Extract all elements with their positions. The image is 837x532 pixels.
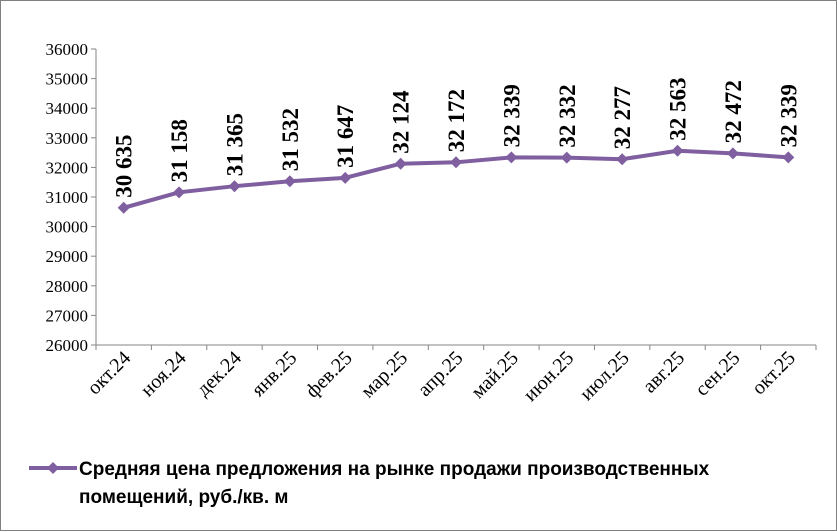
data-point bbox=[283, 175, 296, 188]
x-tick-labels: окт.24 ноя.24 дек.24 янв.25 фев.25 мар.25 апр.… bbox=[83, 347, 800, 406]
x-tick-label: янв.25 bbox=[247, 347, 301, 401]
y-tick-label: 27000 bbox=[46, 306, 89, 325]
data-label: 32 563 bbox=[666, 77, 691, 140]
data-label: 32 124 bbox=[389, 90, 414, 154]
data-label-background bbox=[719, 59, 746, 144]
data-labels: 30 635 31 158 31 365 31 532 31 647 32 124 32 1… bbox=[110, 56, 802, 198]
data-label-background bbox=[664, 56, 691, 141]
data-label-group: 32 332 bbox=[553, 63, 580, 148]
data-point bbox=[560, 151, 573, 164]
data-label: 32 339 bbox=[776, 84, 801, 147]
legend-label-line-2: помещений, руб./кв. м bbox=[79, 487, 288, 508]
data-point bbox=[782, 151, 795, 164]
data-label-group: 32 277 bbox=[609, 65, 636, 150]
data-label-group: 31 365 bbox=[221, 92, 248, 177]
x-tick-label: окт.24 bbox=[83, 347, 135, 399]
x-tick-label: май.25 bbox=[467, 347, 523, 403]
x-tick-label: фев.25 bbox=[301, 347, 356, 402]
data-label-background bbox=[443, 68, 469, 153]
data-label-group: 32 172 bbox=[443, 68, 469, 153]
legend: Средняя цена предложения на рынке продаж… bbox=[29, 459, 710, 508]
series-line-group bbox=[117, 144, 795, 214]
axes bbox=[91, 48, 817, 350]
y-tick-label: 33000 bbox=[46, 129, 89, 148]
data-label-group: 31 158 bbox=[166, 98, 193, 183]
y-tick-labels: 26000 27000 28000 29000 30000 31000 32000 33000… bbox=[46, 40, 89, 355]
data-label-group: 31 532 bbox=[276, 87, 303, 172]
data-label-group: 32 339 bbox=[775, 63, 802, 148]
data-point bbox=[616, 153, 629, 166]
data-label-background bbox=[110, 113, 137, 198]
data-label-group: 32 124 bbox=[387, 69, 414, 154]
data-label: 32 172 bbox=[444, 89, 469, 152]
y-tick-label: 35000 bbox=[46, 70, 89, 89]
legend-label-line-1: Средняя цена предложения на рынке продаж… bbox=[79, 459, 710, 480]
data-label-background bbox=[387, 69, 414, 154]
data-label-group: 32 472 bbox=[719, 59, 746, 144]
data-label-background bbox=[609, 65, 636, 150]
x-tick-label: июн.25 bbox=[519, 347, 578, 406]
data-label: 32 339 bbox=[499, 84, 524, 147]
data-label-group: 30 635 bbox=[110, 113, 137, 198]
x-tick-label: окт.25 bbox=[748, 347, 800, 399]
data-point bbox=[671, 144, 684, 157]
data-label-background bbox=[332, 83, 359, 168]
data-label: 31 365 bbox=[222, 113, 247, 176]
data-label: 32 332 bbox=[555, 84, 580, 147]
data-point bbox=[726, 147, 739, 160]
data-label-background bbox=[553, 63, 580, 148]
data-label-group: 32 339 bbox=[498, 63, 525, 148]
data-label-group: 31 647 bbox=[332, 83, 359, 168]
data-label-background bbox=[775, 63, 802, 148]
data-label-background bbox=[276, 87, 303, 172]
data-point bbox=[173, 186, 186, 199]
data-label: 32 277 bbox=[610, 86, 635, 149]
data-point bbox=[505, 151, 518, 164]
y-tick-label: 32000 bbox=[46, 158, 89, 177]
data-label: 31 647 bbox=[333, 105, 358, 168]
data-point bbox=[394, 157, 407, 170]
x-tick-label: авг.25 bbox=[639, 347, 689, 397]
data-point bbox=[117, 201, 130, 214]
y-tick-label: 31000 bbox=[46, 188, 89, 207]
y-tick-label: 30000 bbox=[46, 218, 89, 237]
data-label-background bbox=[166, 98, 193, 183]
data-label: 30 635 bbox=[112, 135, 137, 198]
legend-marker bbox=[47, 462, 59, 474]
data-label: 32 472 bbox=[721, 80, 746, 143]
x-tick-label: мар.25 bbox=[357, 347, 412, 402]
data-label-group: 32 563 bbox=[664, 56, 691, 141]
x-tick-label: июл.25 bbox=[576, 347, 634, 405]
y-tick-label: 29000 bbox=[46, 247, 89, 266]
data-label: 31 158 bbox=[167, 119, 192, 182]
data-point bbox=[228, 180, 241, 193]
y-tick-label: 28000 bbox=[46, 277, 89, 296]
x-tick-label: ноя.24 bbox=[136, 347, 190, 401]
x-tick-label: дек.24 bbox=[192, 347, 246, 401]
data-point bbox=[450, 156, 462, 169]
y-tick-label: 34000 bbox=[46, 99, 89, 118]
data-point bbox=[339, 171, 352, 184]
x-tick-label: сен.25 bbox=[691, 347, 745, 401]
x-tick-label: апр.25 bbox=[414, 347, 468, 401]
data-label: 31 532 bbox=[278, 108, 303, 171]
y-tick-label: 26000 bbox=[46, 336, 89, 355]
data-label-background bbox=[498, 63, 525, 148]
y-tick-label: 36000 bbox=[46, 40, 89, 59]
data-label-background bbox=[221, 92, 248, 177]
